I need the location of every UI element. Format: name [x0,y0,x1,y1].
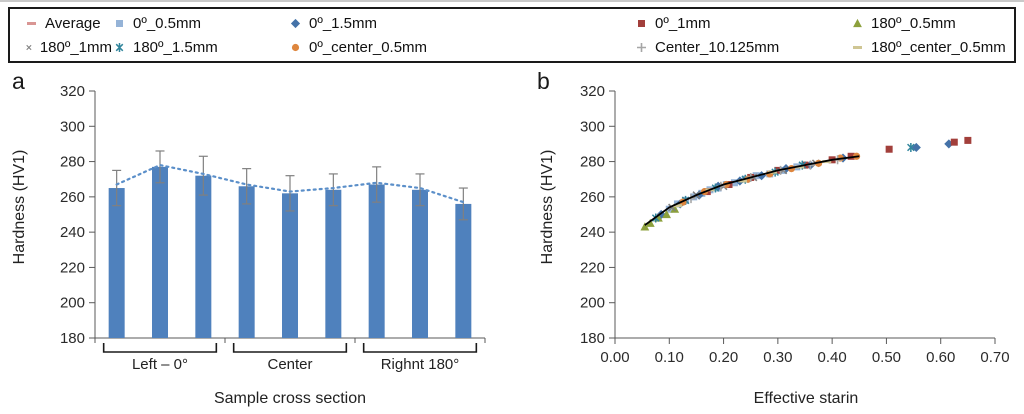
legend-item: 0º_0.5mm [112,15,288,32]
legend-item: 0º_1mm [634,15,850,32]
x-marker-icon [26,44,32,50]
panel-a-label: a [12,68,25,94]
plus-marker-icon [637,42,646,52]
svg-text:260: 260 [60,189,85,206]
svg-text:180: 180 [60,330,85,347]
svg-text:300: 300 [60,118,85,135]
star-marker-icon [115,42,124,52]
svg-text:0.70: 0.70 [980,349,1009,366]
svg-text:0.00: 0.00 [600,349,629,366]
svg-text:0.20: 0.20 [709,349,738,366]
svg-text:0.40: 0.40 [818,349,847,366]
legend-item: 0º_center_0.5mm [288,39,634,56]
legend-item: 180º_0.5mm [850,15,1014,32]
svg-text:Left – 0°: Left – 0° [132,356,188,373]
legend-label: 180º_1.5mm [133,38,218,56]
bar-chart-canvas: 180 200 220 240 260 280 300 320 Left – 0° Center R… [60,83,486,373]
svg-text:320: 320 [580,83,605,100]
svg-text:280: 280 [60,154,85,171]
svg-text:320: 320 [60,83,85,100]
chart-a-y-axis-title: Hardness (HV1) [11,149,28,265]
legend-label: 0º_center_0.5mm [309,38,428,56]
legend-item: Average [24,15,112,32]
svg-text:260: 260 [580,189,605,206]
dash-marker-icon [27,21,36,25]
legend-label: Average [45,14,101,32]
svg-text:0.60: 0.60 [926,349,955,366]
triangle-marker-icon [853,18,862,27]
scatter-chart-canvas: 180 200 220 240 260 280 300 320 0.00 0.10 0.20 0.30… [580,83,1010,366]
chart-a-x-axis-title: Sample cross section [213,390,367,407]
square-marker-icon [638,19,645,27]
svg-text:240: 240 [580,224,605,241]
svg-text:Righnt 180°: Righnt 180° [381,356,460,373]
diamond-marker-icon [290,18,301,28]
legend-label: 0º_1mm [655,14,711,32]
legend-label: 180º_center_0.5mm [871,38,1006,56]
legend-label: 0º_1.5mm [309,14,378,32]
svg-text:Center: Center [267,356,312,373]
legend-label: 180º_1mm [39,38,112,56]
legend-item: 180º_1.5mm [112,39,288,56]
svg-text:200: 200 [580,295,605,312]
panel-b-label: b [537,68,550,94]
svg-text:220: 220 [580,259,605,276]
legend-item: 180º_1mm [24,39,112,56]
svg-text:200: 200 [60,295,85,312]
legend-label: 180º_0.5mm [871,14,956,32]
svg-text:240: 240 [60,224,85,241]
chart-b-y-axis-title: Hardness (HV1) [539,149,556,265]
circle-marker-icon [291,43,300,51]
svg-text:280: 280 [580,154,605,171]
legend: Average 0º_0.5mm 0º_1.5mm 0º_1mm 180º_0.5mm 1… [8,7,1016,63]
legend-label: Center_10.125mm [655,38,780,56]
svg-text:0.30: 0.30 [763,349,792,366]
legend-item: 0º_1.5mm [288,15,634,32]
dash-marker-icon [853,45,862,49]
legend-item: 180º_center_0.5mm [850,39,1014,56]
svg-text:0.50: 0.50 [872,349,901,366]
svg-text:300: 300 [580,118,605,135]
svg-text:0.10: 0.10 [655,349,684,366]
chart-b-x-axis-title: Effective starin [753,390,859,407]
square-marker-icon [116,19,123,27]
legend-label: 0º_0.5mm [133,14,202,32]
legend-item: Center_10.125mm [634,39,850,56]
svg-text:220: 220 [60,259,85,276]
svg-text:180: 180 [580,330,605,347]
